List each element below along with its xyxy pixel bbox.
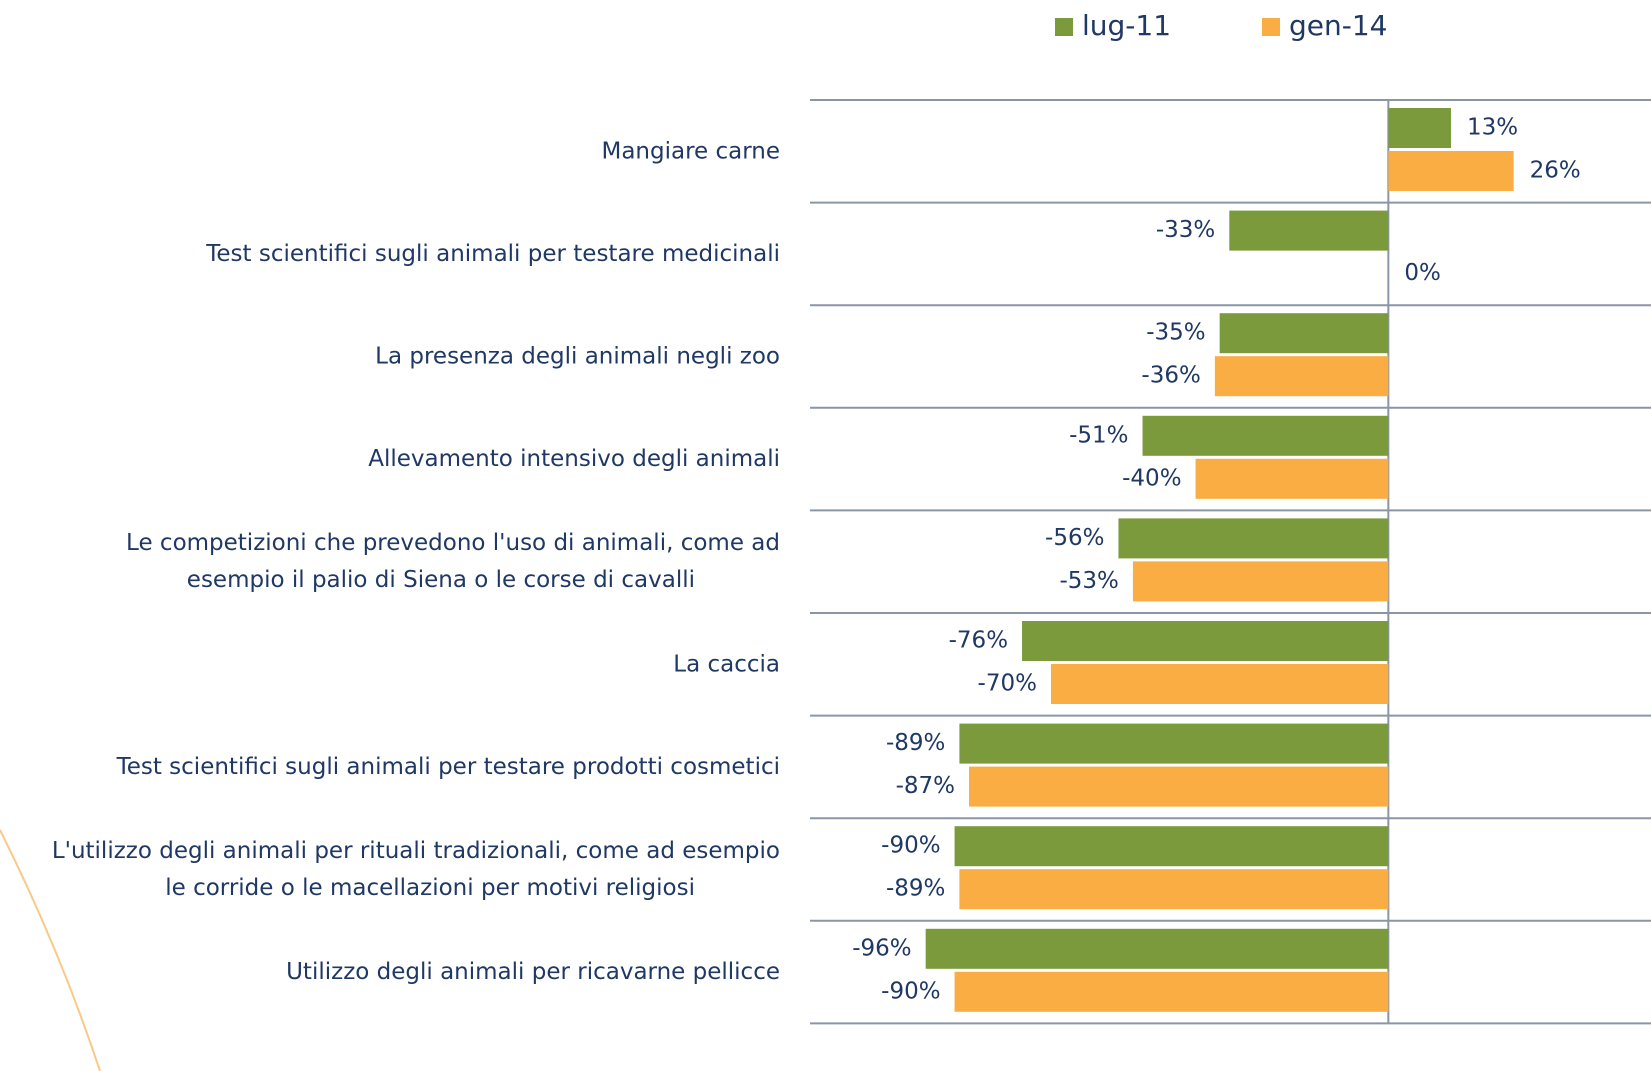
value-label: -56% <box>1045 525 1104 551</box>
value-label: -36% <box>1141 363 1200 389</box>
bar <box>1022 621 1389 661</box>
value-label: -87% <box>896 773 955 799</box>
category-label: La caccia <box>673 651 780 677</box>
bar <box>959 869 1389 910</box>
value-label: 26% <box>1530 158 1581 184</box>
category-label: Test scientifici sugli animali per testa… <box>205 240 780 266</box>
bar <box>969 766 1389 807</box>
value-label: -90% <box>881 833 940 859</box>
bar <box>1214 356 1389 397</box>
value-label: -51% <box>1069 422 1128 448</box>
bar <box>925 928 1389 969</box>
bar <box>1229 210 1389 251</box>
bar <box>1388 108 1451 148</box>
category-label: L'utilizzo degli animali per rituali tra… <box>52 838 780 901</box>
value-label: -35% <box>1146 320 1205 346</box>
category-label: La presenza degli animali negli zoo <box>375 343 780 369</box>
bar <box>1388 151 1514 191</box>
value-label: -96% <box>852 935 911 961</box>
decoration <box>0 829 101 1071</box>
value-label: 0% <box>1404 260 1441 286</box>
value-label: 13% <box>1467 115 1518 141</box>
bar <box>1050 664 1389 704</box>
category-label: Allevamento intensivo degli animali <box>368 446 780 472</box>
bar <box>1219 313 1389 354</box>
bar <box>1132 561 1389 602</box>
legend-swatch <box>1055 18 1073 36</box>
legend-label: lug-11 <box>1082 9 1171 42</box>
category-label: Mangiare carne <box>601 138 780 164</box>
category-label: Test scientifici sugli animali per testa… <box>116 753 780 779</box>
category-label: Le competizioni che prevedono l'uso di a… <box>126 530 780 593</box>
category-label: Utilizzo degli animali per ricavarne pel… <box>286 959 780 985</box>
bar <box>954 826 1389 867</box>
bar <box>959 723 1389 764</box>
value-label: -33% <box>1156 217 1215 243</box>
value-label: -40% <box>1122 465 1181 491</box>
value-label: -53% <box>1059 568 1118 594</box>
legend-label: gen-14 <box>1289 9 1387 42</box>
value-label: -90% <box>881 978 940 1004</box>
bar <box>1118 518 1389 559</box>
bar <box>954 971 1389 1012</box>
legend-swatch <box>1262 18 1280 36</box>
value-label: -70% <box>978 671 1037 697</box>
value-label: -76% <box>949 628 1008 654</box>
value-label: -89% <box>886 730 945 756</box>
bar <box>1195 458 1389 499</box>
value-label: -89% <box>886 876 945 902</box>
bar <box>1142 415 1389 456</box>
